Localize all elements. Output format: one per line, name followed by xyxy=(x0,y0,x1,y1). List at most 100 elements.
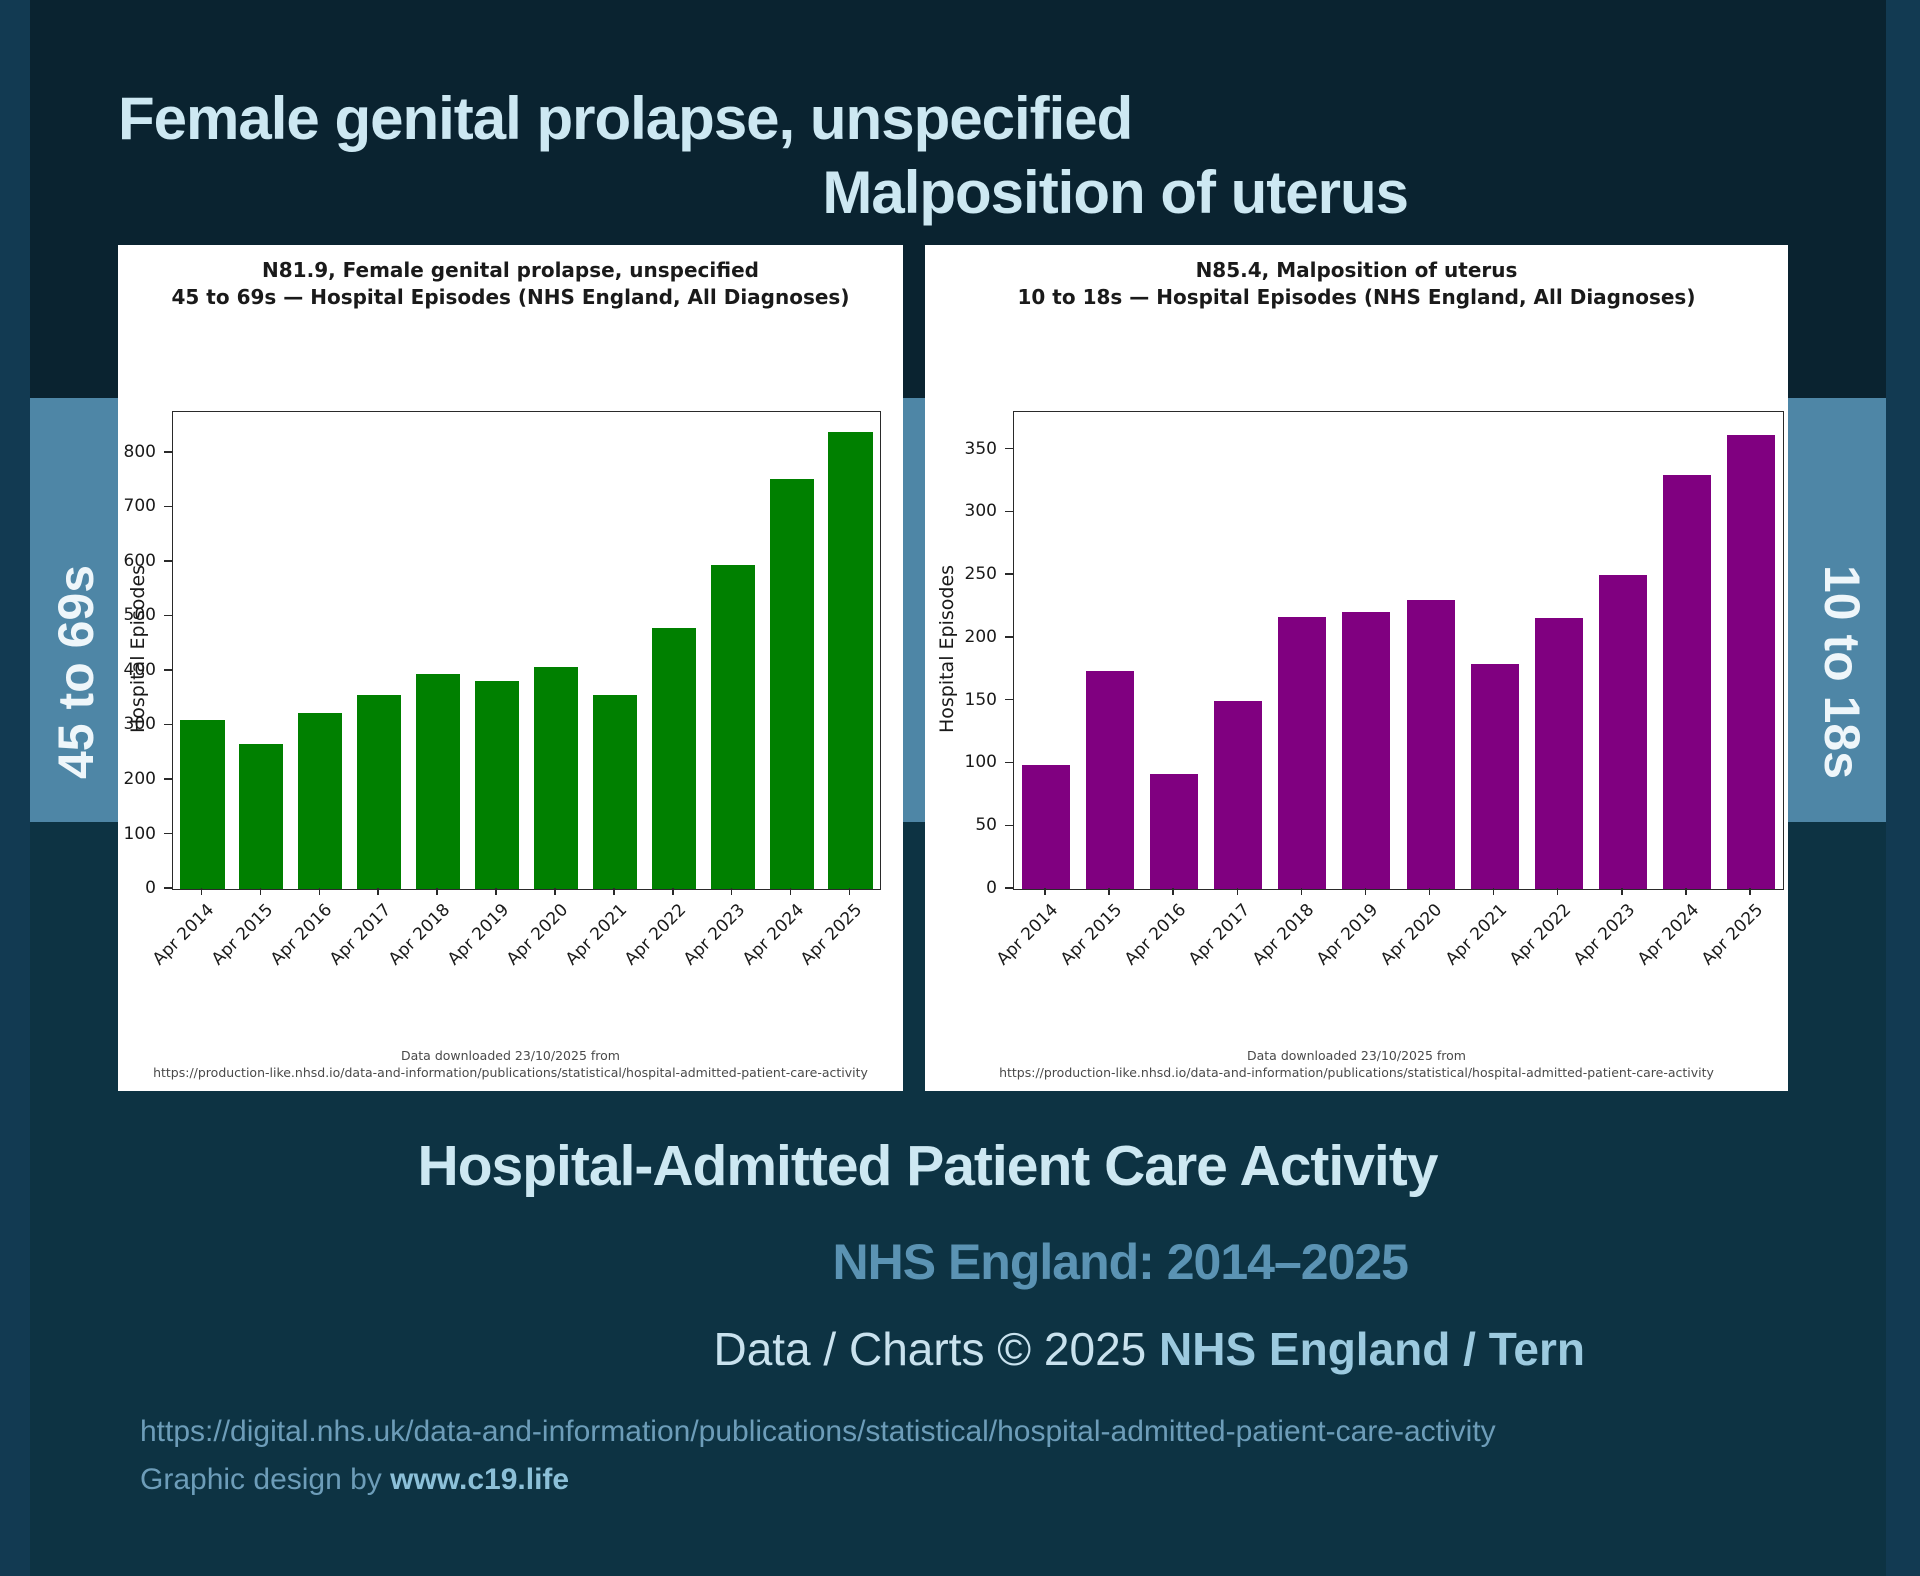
right-chart-card: N85.4, Malposition of uterus 10 to 18s —… xyxy=(925,245,1788,1091)
right-chart-y-tick-mark xyxy=(1005,824,1013,826)
left-chart-x-tick-label: Apr 2015 xyxy=(208,900,278,970)
left-chart-x-tick-label: Apr 2023 xyxy=(679,900,749,970)
left-chart-x-tick-mark xyxy=(318,888,321,895)
left-chart-source-line2: https://production-like.nhsd.io/data-and… xyxy=(153,1065,868,1080)
left-chart-y-axis: 0 100 200 300 400 500 600 700 800 xyxy=(118,411,172,898)
left-chart-x-tick-label: Apr 2018 xyxy=(384,900,455,970)
left-chart-y-tick-mark xyxy=(164,832,172,835)
left-chart-x-tick-label: Apr 2019 xyxy=(443,900,514,970)
footer-credit-separator: / xyxy=(1450,1323,1489,1375)
right-chart-x-tick-label: Apr 2016 xyxy=(1120,900,1191,970)
footer-credit-tern: Tern xyxy=(1488,1323,1585,1375)
left-chart-x-axis: Apr 2014 Apr 2015 Apr 2016 Apr 2017 Apr 2018… xyxy=(149,888,879,988)
left-chart-y-tick-mark xyxy=(164,560,172,562)
right-chart-x-tick-label: Apr 2022 xyxy=(1505,900,1575,970)
left-chart-y-tick-mark xyxy=(164,669,172,671)
left-chart-x-tick-label: Apr 2017 xyxy=(325,900,396,970)
footer-design-prefix: Graphic design by xyxy=(140,1463,391,1496)
left-chart-bar-apr-2018 xyxy=(416,673,461,889)
left-chart-y-tick-mark xyxy=(164,451,172,453)
left-chart-bar-apr-2015 xyxy=(239,744,284,889)
right-chart-y-tick-label: 100 xyxy=(964,752,997,773)
right-chart-x-tick-mark xyxy=(1300,888,1303,895)
left-chart-x-tick-mark xyxy=(436,888,438,895)
right-chart-x-tick-mark xyxy=(1556,888,1559,895)
left-chart-y-tick-mark xyxy=(164,723,172,726)
right-chart-y-tick-mark xyxy=(1005,887,1013,889)
right-chart-x-tick-mark xyxy=(1044,888,1046,895)
right-chart-y-tick-mark xyxy=(1005,761,1013,764)
right-chart-bar-apr-2017 xyxy=(1214,700,1263,889)
left-chart-y-tick-mark xyxy=(164,505,172,508)
footer-source-url: https://digital.nhs.uk/data-and-informat… xyxy=(140,1415,1496,1448)
left-chart-x-tick-label: Apr 2022 xyxy=(620,900,690,970)
left-chart-x-tick-mark xyxy=(259,888,262,895)
right-chart-x-tick-label: Apr 2025 xyxy=(1697,900,1768,970)
age-band-label-right-text: 10 to 18s xyxy=(1814,564,1871,780)
age-band-label-left: 45 to 69s xyxy=(30,398,118,822)
right-chart-x-tick-label: Apr 2015 xyxy=(1056,900,1127,970)
right-chart-bar-apr-2016 xyxy=(1150,773,1199,889)
left-chart-x-tick-label: Apr 2014 xyxy=(149,900,219,970)
left-chart-y-tick-label: 200 xyxy=(123,768,156,789)
footer-credit-nhs: NHS England xyxy=(1159,1323,1451,1375)
left-chart-x-tick-label: Apr 2024 xyxy=(738,900,808,970)
right-chart-y-tick-mark xyxy=(1005,636,1013,638)
left-chart-title-line2: 45 to 69s — Hospital Episodes (NHS Engla… xyxy=(171,285,850,309)
right-chart-x-tick-label: Apr 2018 xyxy=(1249,900,1319,970)
right-chart-x-tick-mark xyxy=(1621,888,1623,895)
left-chart-y-tick-label: 500 xyxy=(123,605,156,626)
footer-design-site: www.c19.life xyxy=(390,1463,570,1496)
footer-heading: Hospital-Admitted Patient Care Activity xyxy=(417,1134,1439,1198)
left-chart-bar-apr-2014 xyxy=(180,720,225,889)
right-chart-bar-apr-2021 xyxy=(1470,664,1519,889)
left-chart-bar-apr-2022 xyxy=(651,628,696,889)
right-chart-bar-apr-2014 xyxy=(1022,764,1071,889)
right-chart-plot-area xyxy=(1013,411,1784,890)
right-chart-y-tick-label: 0 xyxy=(986,878,997,898)
footer-credit-prefix: Data / Charts © 2025 xyxy=(713,1323,1160,1375)
right-chart-x-tick-mark xyxy=(1492,888,1495,895)
left-chart-y-tick-label: 800 xyxy=(123,441,156,462)
right-chart-title: N85.4, Malposition of uterus 10 to 18s —… xyxy=(925,257,1788,311)
right-chart-source-note: Data downloaded 23/10/2025 from https://… xyxy=(925,1047,1788,1081)
left-chart-bar-apr-2024 xyxy=(769,479,814,889)
main-title-right: Malposition of uterus xyxy=(822,159,1409,226)
footer-credit-line: Data / Charts © 2025 NHS England / Tern xyxy=(713,1322,1585,1376)
left-chart-bar-apr-2025 xyxy=(828,432,873,889)
right-chart-bar-apr-2024 xyxy=(1662,474,1711,889)
right-chart-y-tick-label: 250 xyxy=(964,564,997,585)
left-chart-y-tick-mark xyxy=(164,614,172,617)
right-chart-y-axis-title: Hospital Episodes xyxy=(936,564,958,734)
right-chart-y-tick-mark xyxy=(1005,510,1013,513)
left-chart-bar-apr-2019 xyxy=(474,681,520,889)
right-chart-y-tick-mark xyxy=(1005,698,1013,701)
left-chart-x-tick-mark xyxy=(554,888,556,895)
left-chart-y-tick-label: 100 xyxy=(123,823,156,844)
right-chart-y-axis: 0 50 100 150 200 250 300 350 xyxy=(959,411,1013,898)
right-chart-x-tick-mark xyxy=(1428,888,1431,895)
left-chart-bar-apr-2023 xyxy=(710,565,755,889)
right-chart-x-axis: Apr 2014 Apr 2015 Apr 2016 Apr 2017 Apr 2018… xyxy=(993,888,1782,988)
left-chart-y-tick-mark xyxy=(164,778,172,780)
right-chart-bar-apr-2025 xyxy=(1726,434,1775,889)
left-chart-x-tick-mark xyxy=(672,888,674,895)
right-chart-bar-apr-2015 xyxy=(1086,670,1135,889)
left-chart-source-note: Data downloaded 23/10/2025 from https://… xyxy=(118,1047,903,1081)
left-chart-y-tick-label: 0 xyxy=(145,878,156,898)
right-chart-x-tick-mark xyxy=(1172,888,1174,895)
left-chart-title: N81.9, Female genital prolapse, unspecif… xyxy=(118,257,903,311)
right-chart-y-tick-mark xyxy=(1005,573,1013,575)
right-chart-x-tick-label: Apr 2024 xyxy=(1633,900,1704,970)
left-chart-x-tick-mark xyxy=(377,888,379,895)
left-chart-x-tick-mark xyxy=(613,888,615,895)
left-chart-x-tick-mark xyxy=(789,888,792,895)
right-chart-x-tick-label: Apr 2019 xyxy=(1313,900,1383,970)
left-chart-source-line1: Data downloaded 23/10/2025 from xyxy=(401,1048,620,1063)
left-chart-y-tick-label: 400 xyxy=(123,659,156,680)
left-chart-y-tick-mark xyxy=(164,887,172,889)
left-chart-card: N81.9, Female genital prolapse, unspecif… xyxy=(118,245,903,1091)
left-chart-x-tick-label: Apr 2020 xyxy=(502,900,573,970)
left-chart-bar-apr-2017 xyxy=(357,694,402,889)
right-chart-x-tick-mark xyxy=(1685,888,1687,895)
